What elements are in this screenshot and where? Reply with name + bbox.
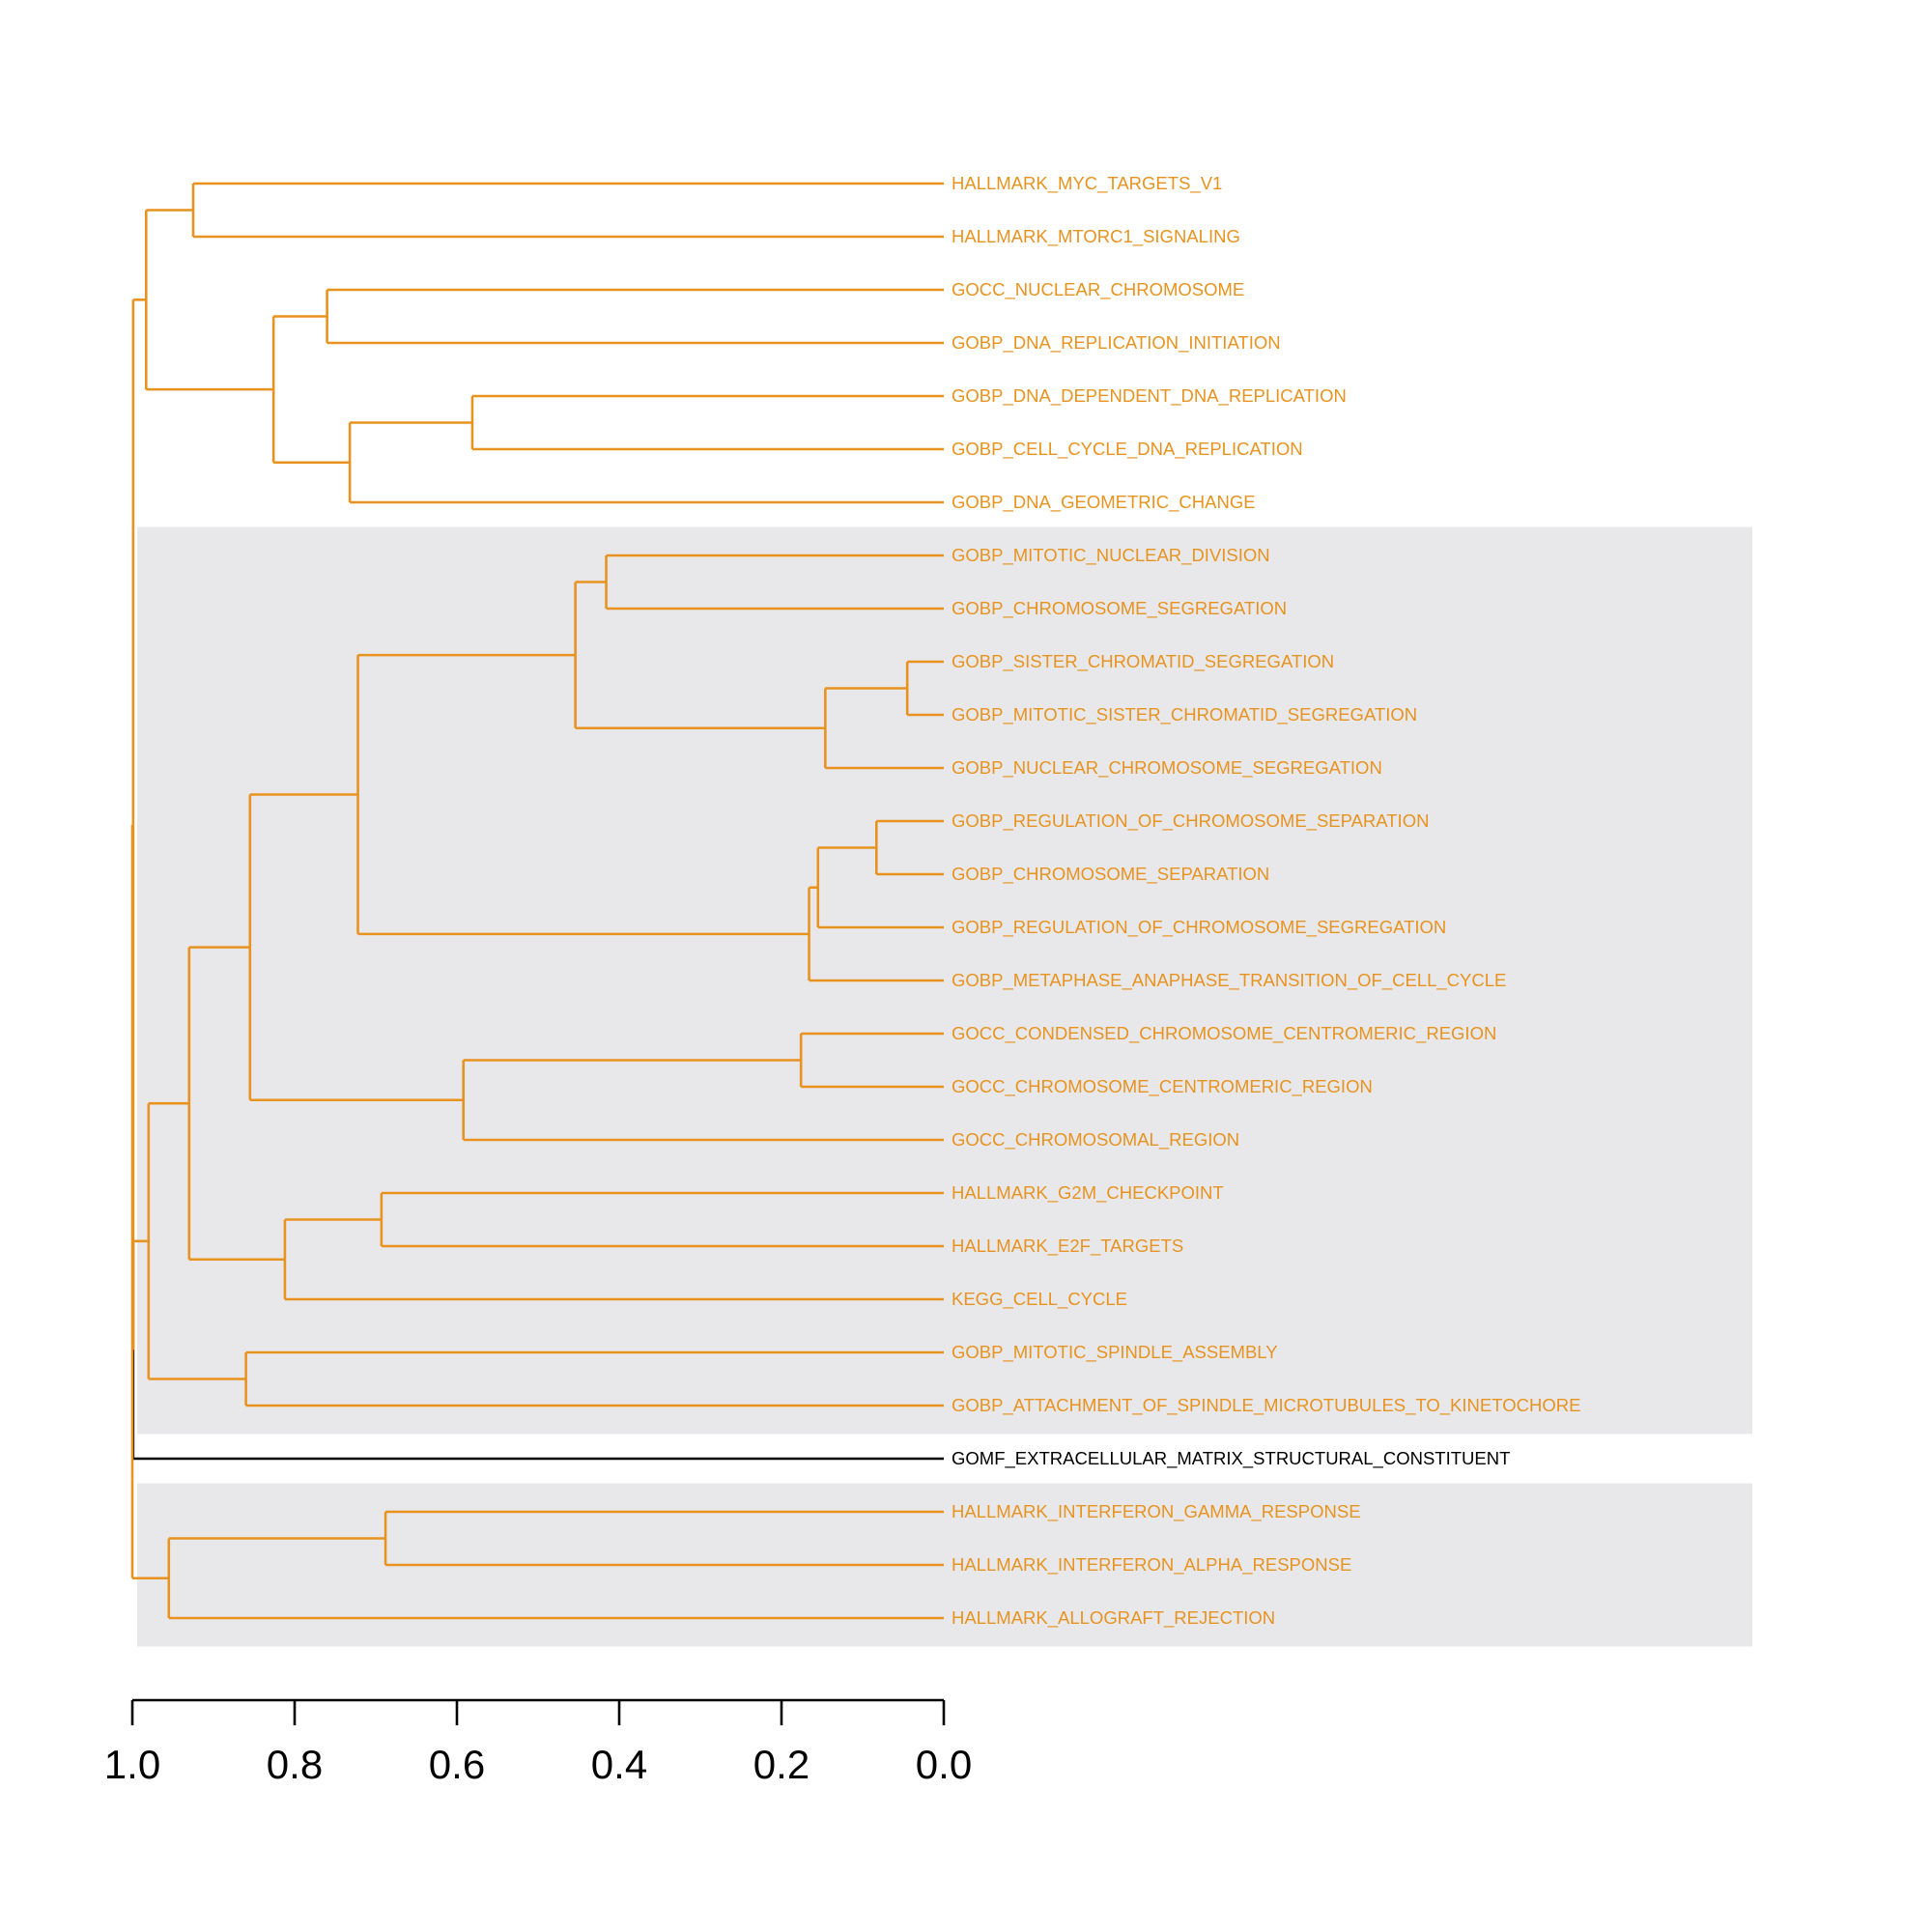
leaf-label: GOBP_MITOTIC_SISTER_CHROMATID_SEGREGATIO…	[952, 704, 1417, 725]
leaf-label: HALLMARK_ALLOGRAFT_REJECTION	[952, 1607, 1275, 1629]
leaf-label: GOBP_MITOTIC_SPINDLE_ASSEMBLY	[952, 1342, 1278, 1363]
axis-tick-label: 0.4	[591, 1742, 647, 1787]
leaf-label: KEGG_CELL_CYCLE	[952, 1289, 1127, 1310]
leaf-label: HALLMARK_MTORC1_SIGNALING	[952, 226, 1240, 247]
leaf-label: GOBP_MITOTIC_NUCLEAR_DIVISION	[952, 545, 1270, 566]
leaf-label: GOBP_ATTACHMENT_OF_SPINDLE_MICROTUBULES_…	[952, 1395, 1580, 1416]
leaf-label: GOCC_CHROMOSOMAL_REGION	[952, 1129, 1239, 1151]
dendrogram-branches	[130, 182, 944, 1620]
axis-tick-label: 0.6	[429, 1742, 485, 1787]
leaf-label: GOBP_CHROMOSOME_SEGREGATION	[952, 598, 1287, 619]
leaf-label: HALLMARK_INTERFERON_ALPHA_RESPONSE	[952, 1554, 1351, 1576]
cluster-highlight-1	[137, 526, 1752, 1435]
cluster-highlight-layer	[137, 526, 1752, 1647]
leaf-label: GOCC_CHROMOSOME_CENTROMERIC_REGION	[952, 1076, 1373, 1097]
leaf-label: GOBP_SISTER_CHROMATID_SEGREGATION	[952, 651, 1334, 672]
leaf-label: HALLMARK_MYC_TARGETS_V1	[952, 173, 1222, 194]
leaf-label: GOBP_DNA_GEOMETRIC_CHANGE	[952, 492, 1256, 513]
cluster-highlight-2	[137, 1483, 1752, 1647]
leaf-label: GOCC_CONDENSED_CHROMOSOME_CENTROMERIC_RE…	[952, 1023, 1496, 1044]
leaf-label: HALLMARK_E2F_TARGETS	[952, 1236, 1183, 1257]
leaf-label: GOBP_CELL_CYCLE_DNA_REPLICATION	[952, 439, 1303, 460]
leaf-label: GOCC_NUCLEAR_CHROMOSOME	[952, 279, 1244, 300]
leaf-label: GOBP_REGULATION_OF_CHROMOSOME_SEGREGATIO…	[952, 917, 1446, 938]
leaf-label: GOBP_NUCLEAR_CHROMOSOME_SEGREGATION	[952, 757, 1382, 779]
leaf-label: GOBP_DNA_DEPENDENT_DNA_REPLICATION	[952, 385, 1347, 407]
height-axis: 1.0 0.8 0.6 0.4 0.2 0.0	[104, 1698, 972, 1787]
axis-tick-label: 1.0	[104, 1742, 160, 1787]
leaf-label: GOBP_DNA_REPLICATION_INITIATION	[952, 332, 1281, 354]
leaf-label: HALLMARK_G2M_CHECKPOINT	[952, 1182, 1224, 1204]
leaf-label: GOBP_REGULATION_OF_CHROMOSOME_SEPARATION	[952, 810, 1429, 832]
leaf-label: GOMF_EXTRACELLULAR_MATRIX_STRUCTURAL_CON…	[952, 1448, 1510, 1469]
leaf-label: GOBP_CHROMOSOME_SEPARATION	[952, 864, 1269, 885]
axis-tick-label: 0.0	[916, 1742, 972, 1787]
leaf-label: GOBP_METAPHASE_ANAPHASE_TRANSITION_OF_CE…	[952, 970, 1506, 991]
leaf-label: HALLMARK_INTERFERON_GAMMA_RESPONSE	[952, 1501, 1361, 1522]
axis-tick-label: 0.8	[267, 1742, 323, 1787]
leaf-label-layer: HALLMARK_MYC_TARGETS_V1 HALLMARK_MTORC1_S…	[952, 173, 1580, 1629]
axis-tick-label: 0.2	[753, 1742, 810, 1787]
